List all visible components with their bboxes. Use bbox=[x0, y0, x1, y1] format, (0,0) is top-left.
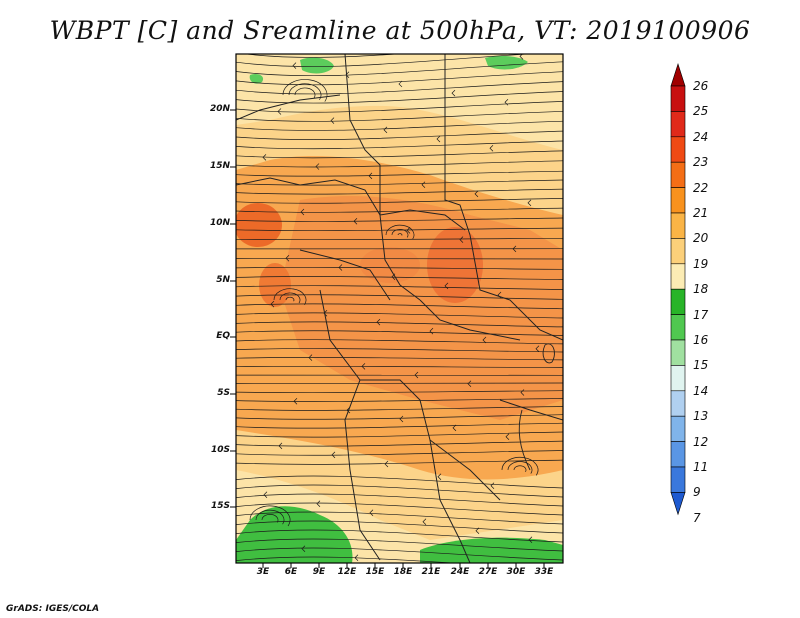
colorbar-label: 16 bbox=[693, 333, 709, 347]
lat-label: 15N bbox=[209, 161, 230, 171]
map-frame bbox=[235, 53, 564, 564]
hot-patch-west bbox=[236, 203, 282, 247]
colorbar-swatch bbox=[670, 339, 686, 366]
colorbar-label: 21 bbox=[693, 206, 709, 220]
lon-label: 3E bbox=[256, 567, 270, 577]
colorbar-label: 7 bbox=[693, 510, 701, 525]
lat-label: 15S bbox=[210, 501, 230, 511]
colorbar-label: 11 bbox=[693, 460, 709, 474]
lat-label: EQ bbox=[216, 331, 230, 341]
colorbar-swatch bbox=[670, 111, 686, 138]
colorbar-label: 17 bbox=[693, 307, 709, 322]
lon-label: 30E bbox=[506, 567, 526, 577]
colorbar-label: 26 bbox=[693, 79, 709, 93]
map-title: WBPT [C] and Sreamline at 500hPa, VT: 20… bbox=[49, 16, 751, 45]
colorbar-top-arrow bbox=[670, 63, 686, 87]
colorbar-label: 12 bbox=[693, 434, 709, 449]
streamlines bbox=[236, 54, 563, 563]
colorbar-bottom-arrow bbox=[670, 492, 686, 516]
lat-label: 10N bbox=[209, 218, 230, 228]
grads-credit: GrADS: IGES/COLA bbox=[6, 604, 100, 614]
hot-patch-east bbox=[427, 227, 483, 303]
colorbar-label: 15 bbox=[693, 358, 709, 373]
colorbar-label: 23 bbox=[693, 155, 709, 170]
lon-label: 27E bbox=[478, 567, 498, 577]
colorbar-swatch bbox=[670, 390, 686, 417]
wbpt-field bbox=[236, 54, 563, 563]
colorbar-label: 9 bbox=[693, 485, 701, 500]
lon-label: 12E bbox=[337, 567, 357, 577]
colorbar-swatch bbox=[670, 212, 686, 239]
colorbar-swatch bbox=[670, 136, 686, 163]
colorbar-label: 14 bbox=[693, 383, 709, 398]
lat-label: 20N bbox=[209, 104, 230, 114]
colorbar-swatch bbox=[670, 314, 686, 341]
colorbar bbox=[670, 63, 686, 516]
colorbar-label: 24 bbox=[693, 129, 709, 144]
lon-label: 6E bbox=[284, 567, 298, 577]
colorbar-swatch bbox=[670, 466, 686, 493]
colorbar-label: 25 bbox=[693, 104, 709, 119]
colorbar-label: 18 bbox=[693, 282, 709, 297]
cool-patch-south bbox=[420, 537, 563, 563]
lon-label: 33E bbox=[534, 567, 554, 577]
lat-label: 10S bbox=[210, 445, 230, 455]
lat-label: 5S bbox=[217, 388, 230, 398]
lon-label: 18E bbox=[393, 567, 413, 577]
colorbar-swatch bbox=[670, 238, 686, 265]
colorbar-swatch bbox=[670, 365, 686, 392]
colorbar-swatch bbox=[670, 187, 686, 214]
colorbar-label: 13 bbox=[693, 409, 709, 424]
colorbar-swatch bbox=[670, 415, 686, 442]
colorbar-label: 19 bbox=[693, 256, 709, 271]
colorbar-swatch bbox=[670, 288, 686, 315]
colorbar-swatch bbox=[670, 85, 686, 112]
colorbar-label: 22 bbox=[693, 180, 709, 195]
lon-label: 21E bbox=[421, 567, 441, 577]
lon-label: 9E bbox=[312, 567, 326, 577]
colorbar-swatch bbox=[670, 263, 686, 290]
lat-label: 5N bbox=[216, 275, 230, 285]
lon-label: 15E bbox=[365, 567, 385, 577]
lon-label: 24E bbox=[450, 567, 470, 577]
colorbar-label: 20 bbox=[693, 231, 709, 246]
colorbar-swatch bbox=[670, 161, 686, 188]
cool-patch-southwest bbox=[236, 506, 353, 563]
colorbar-swatch bbox=[670, 441, 686, 468]
country-boundaries bbox=[236, 54, 563, 563]
